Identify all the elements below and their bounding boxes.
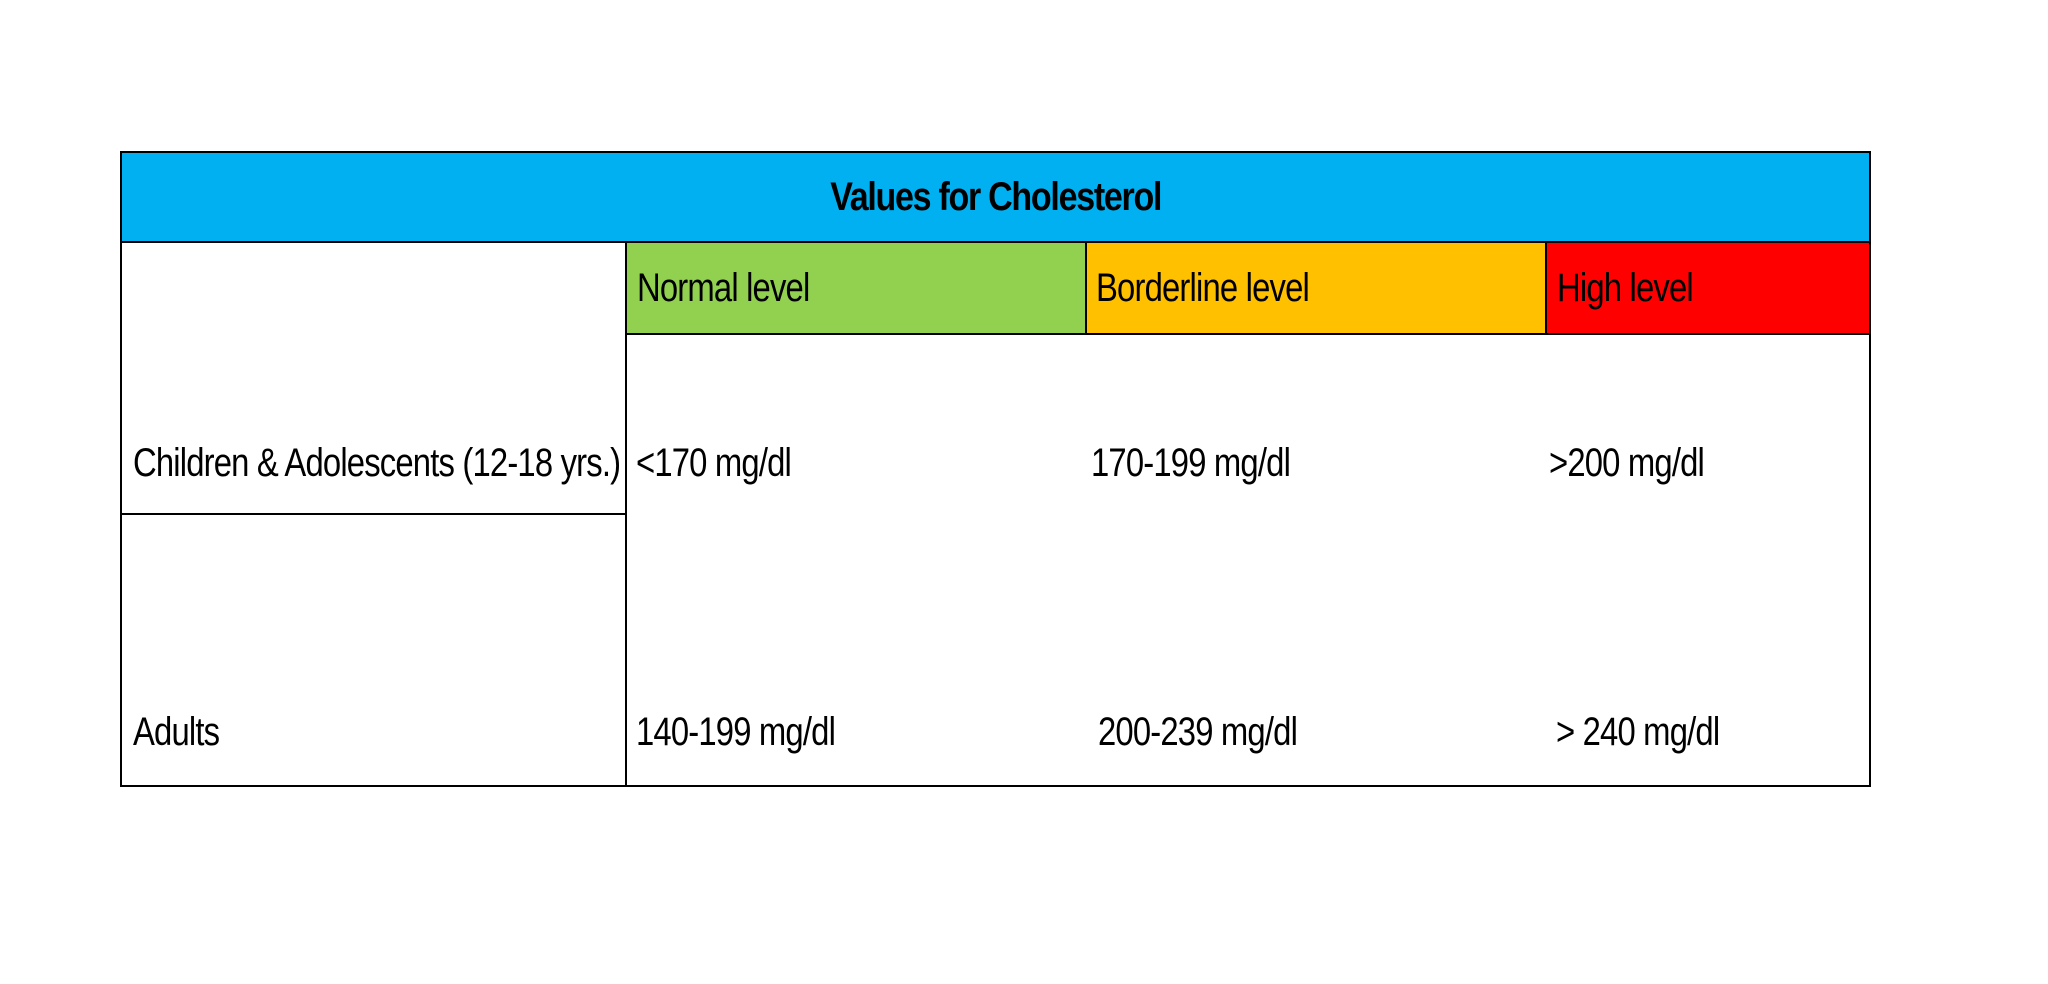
value-adults-borderline-text: 200-239 mg/dl xyxy=(1098,710,1298,754)
table-title-bar: Values for Cholesterol xyxy=(122,153,1869,243)
value-children-normal-text: <170 mg/dl xyxy=(636,441,792,485)
header-normal-label: Normal level xyxy=(637,265,810,310)
table-title: Values for Cholesterol xyxy=(830,174,1162,219)
value-adults-high: > 240 mg/dl xyxy=(1556,710,1755,755)
row-label-adults-text: Adults xyxy=(133,710,220,754)
value-adults-borderline: 200-239 mg/dl xyxy=(1098,710,1341,755)
row-label-adults: Adults xyxy=(122,710,627,755)
header-high-level: High level xyxy=(1547,243,1869,335)
column-divider-normal xyxy=(1085,243,1087,335)
value-children-normal: <170 mg/dl xyxy=(636,441,825,486)
header-borderline-label: Borderline level xyxy=(1096,265,1310,310)
value-children-high-text: >200 mg/dl xyxy=(1549,441,1705,485)
row-divider xyxy=(122,513,627,515)
value-children-high: >200 mg/dl xyxy=(1549,441,1738,486)
value-children-borderline-text: 170-199 mg/dl xyxy=(1091,441,1291,485)
header-borderline-level: Borderline level xyxy=(1086,243,1547,335)
value-adults-normal-text: 140-199 mg/dl xyxy=(636,710,836,754)
value-adults-high-text: > 240 mg/dl xyxy=(1556,710,1720,754)
value-adults-normal: 140-199 mg/dl xyxy=(636,710,879,755)
value-children-borderline: 170-199 mg/dl xyxy=(1091,441,1334,486)
column-divider-borderline xyxy=(1545,243,1547,335)
header-normal-level: Normal level xyxy=(627,243,1086,335)
row-label-children-text: Children & Adolescents (12-18 yrs.) xyxy=(133,441,621,485)
header-high-label: High level xyxy=(1557,265,1694,310)
cholesterol-table: Values for Cholesterol Normal level Bord… xyxy=(120,151,1871,787)
row-label-children: Children & Adolescents (12-18 yrs.) xyxy=(122,441,627,486)
